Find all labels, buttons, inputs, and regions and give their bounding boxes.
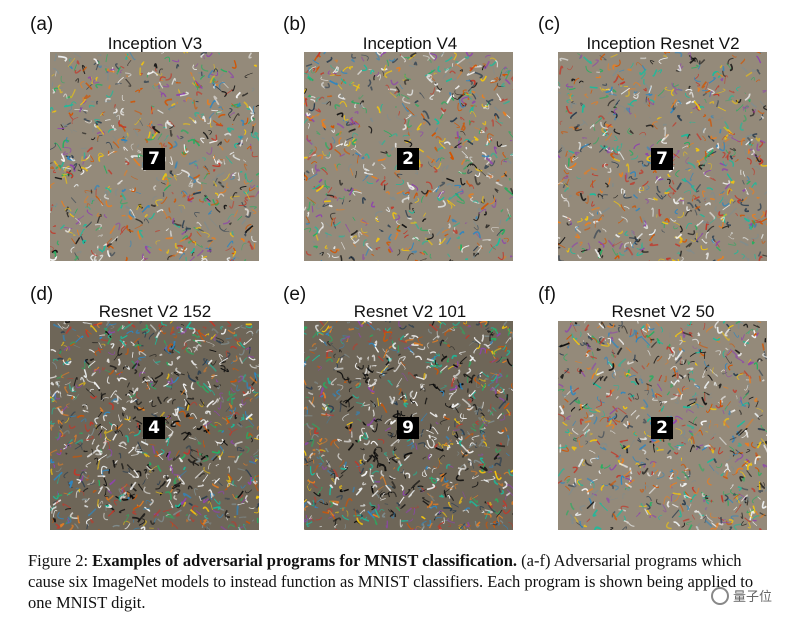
- adversarial-program-image: [50, 52, 259, 261]
- panel-title: Inception Resnet V2: [586, 34, 740, 53]
- panel-label: (c): [538, 14, 561, 35]
- watermark: 量子位: [710, 586, 772, 605]
- caption-prefix: Figure 2:: [28, 551, 93, 570]
- panel-title: Resnet V2 101: [353, 302, 467, 321]
- mnist-digit: 2: [651, 417, 673, 439]
- panel-title: Inception V3: [107, 34, 203, 53]
- mnist-digit: 4: [143, 417, 165, 439]
- panel-title: Inception V4: [362, 34, 458, 53]
- figure-caption: Figure 2: Examples of adversarial progra…: [28, 550, 773, 613]
- wechat-logo-icon: [710, 586, 729, 605]
- panel-label: (d): [30, 284, 54, 305]
- panel-label: (a): [30, 14, 54, 35]
- caption-title: Examples of adversarial programs for MNI…: [92, 551, 518, 570]
- mnist-digit: 7: [143, 148, 165, 170]
- mnist-digit: 2: [397, 148, 419, 170]
- caption-body: (a-f) Adversarial programs which cause s…: [28, 551, 754, 612]
- panel-label: (b): [283, 14, 307, 35]
- panel-label: (f): [538, 284, 556, 305]
- mnist-digit: 7: [651, 148, 673, 170]
- panel-title: Resnet V2 152: [98, 302, 212, 321]
- mnist-digit: 9: [397, 417, 419, 439]
- panel-label: (e): [283, 284, 307, 305]
- adversarial-program-image: [50, 321, 259, 530]
- panel-title: Resnet V2 50: [611, 302, 715, 321]
- adversarial-program-image: [558, 52, 767, 261]
- watermark-text: 量子位: [732, 590, 772, 605]
